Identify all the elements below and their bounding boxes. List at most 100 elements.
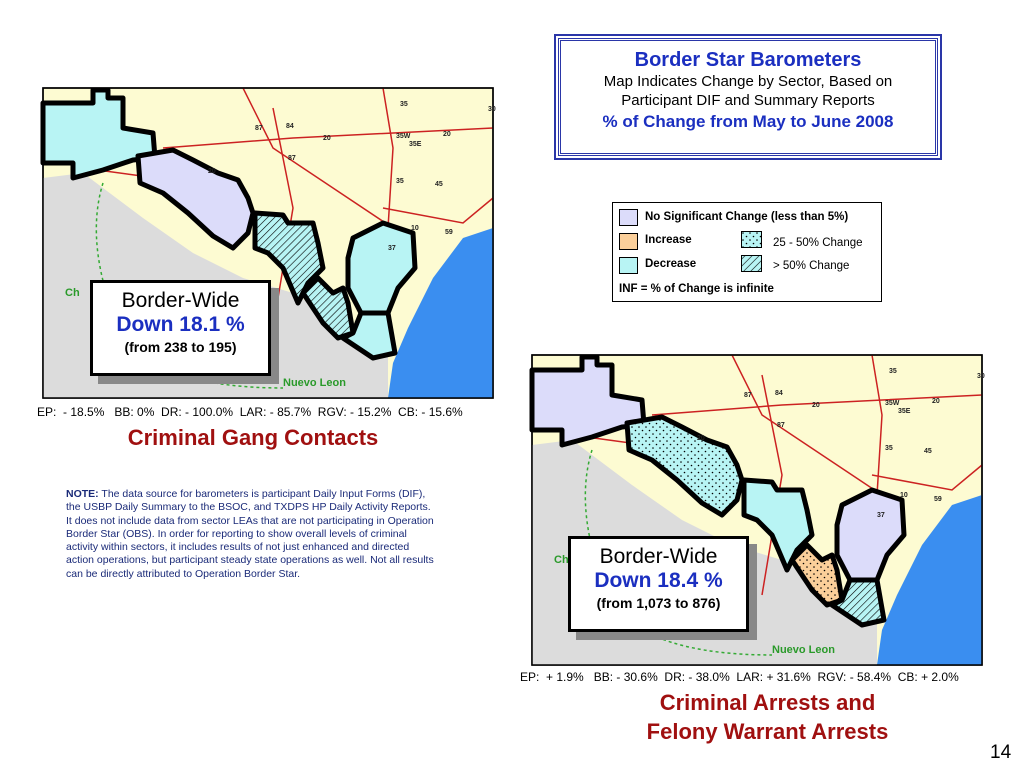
sector <box>741 477 815 573</box>
state-boundary <box>95 182 284 389</box>
sector <box>340 310 398 361</box>
caption-line: Criminal Arrests and <box>659 690 876 715</box>
legend-label: 25 - 50% Change <box>773 237 863 249</box>
sector-stats: EP: - 18.5% BB: 0% DR: - 100.0% LAR: - 8… <box>37 405 463 419</box>
map-label: 35E <box>898 408 911 415</box>
map-label: 59 <box>934 496 942 503</box>
note-line: activity within sectors, it includes res… <box>66 541 410 554</box>
sector <box>529 354 647 448</box>
border-wide-label: Border-Wide <box>121 289 240 312</box>
map-label: 20 <box>812 402 820 409</box>
note-line: It does not include data from sector LEA… <box>66 514 434 527</box>
border-wide-range: (from 238 to 195) <box>124 339 237 355</box>
highway <box>761 374 783 596</box>
note-text: The data source for barometers is partic… <box>66 488 434 580</box>
map-label: 35E <box>409 141 422 148</box>
sector-stats: EP: + 1.9% BB: - 30.6% DR: - 38.0% LAR: … <box>520 670 959 684</box>
map-label: 35 <box>400 101 408 108</box>
swatch <box>619 209 638 226</box>
border-wide-label: Border-Wide <box>599 545 718 568</box>
highway <box>651 394 983 416</box>
note-line: action operations, but participant stead… <box>66 554 434 567</box>
border-wide-box: Border-Wide Down 18.4 % (from 1,073 to 8… <box>568 536 749 632</box>
map-label: 84 <box>775 390 783 397</box>
map-label: 35 <box>885 445 893 452</box>
map-label: 84 <box>286 123 294 130</box>
map-label: 37 <box>388 245 396 252</box>
map-label: 20 <box>697 435 705 442</box>
swatch <box>741 231 762 248</box>
header-title: Border Star Barometers <box>634 49 862 71</box>
swatch <box>741 255 762 272</box>
caption-line: Felony Warrant Arrests <box>646 719 889 744</box>
map-label: 87 <box>255 125 263 132</box>
sector <box>789 542 845 608</box>
note-label: NOTE: <box>66 488 99 500</box>
sector <box>829 577 887 628</box>
legend-label: Decrease <box>645 258 697 270</box>
header-period: % of Change from May to June 2008 <box>602 112 894 131</box>
swatch <box>619 233 638 250</box>
note-line: can be directly attributed to Operation … <box>66 567 301 580</box>
swatch <box>619 257 638 274</box>
sector <box>40 87 158 181</box>
sector <box>252 210 326 306</box>
border-wide-box: Border-Wide Down 18.1 % (from 238 to 195… <box>90 280 271 376</box>
legend: No Significant Change (less than 5%) Inc… <box>612 202 882 302</box>
note-line: The data source for barometers is partic… <box>101 488 426 500</box>
map-label: 30 <box>977 373 985 380</box>
border-wide-change: Down 18.4 % <box>594 569 723 592</box>
map-label: Nuevo Leon <box>283 377 346 389</box>
sector <box>834 487 907 583</box>
legend-label: No Significant Change (less than 5%) <box>645 211 849 223</box>
map-label: 35 <box>889 368 897 375</box>
highway <box>382 197 494 224</box>
note: NOTE: The data source for barometers is … <box>66 488 486 581</box>
map-label: 20 <box>932 398 940 405</box>
legend-label: Increase <box>645 234 692 246</box>
map-label: 10 <box>900 492 908 499</box>
highway <box>731 354 883 496</box>
border-wide-range: (from 1,073 to 876) <box>596 595 721 611</box>
note-line: Border Star (OBS). In order for reportin… <box>66 527 407 540</box>
highway <box>162 127 494 149</box>
sector <box>345 220 418 316</box>
border-wide-change: Down 18.1 % <box>116 313 245 336</box>
pattern-swatches <box>741 231 762 272</box>
highway <box>272 107 294 329</box>
header-subtitle: Participant DIF and Summary Reports <box>621 92 875 109</box>
map-label: 20 <box>208 168 216 175</box>
map-label: 45 <box>435 181 443 188</box>
sector <box>300 275 356 341</box>
map-label: 20 <box>443 131 451 138</box>
map-label: 87 <box>288 155 296 162</box>
note-line: the USBP Daily Summary to the BSOC, and … <box>66 501 431 514</box>
gulf <box>388 228 493 398</box>
sector <box>135 147 256 251</box>
map-frame <box>42 87 494 399</box>
legend-note: INF = % of Change is infinite <box>619 283 774 295</box>
map-frame <box>531 354 983 666</box>
map-label: 87 <box>744 392 752 399</box>
map-label: 87 <box>777 422 785 429</box>
highway <box>871 464 983 491</box>
map-label: 35W <box>885 400 900 407</box>
caption: Criminal Arrests and Felony Warrant Arre… <box>560 688 975 746</box>
map-label: 20 <box>323 135 331 142</box>
map-label: Nuevo Leon <box>772 644 835 656</box>
map-label: 10 <box>411 225 419 232</box>
gulf <box>877 495 982 665</box>
page-number: 14 <box>990 742 1012 763</box>
map-label: 30 <box>488 106 496 113</box>
map-label: 35W <box>396 133 411 140</box>
header-subtitle: Map Indicates Change by Sector, Based on <box>603 73 893 90</box>
map-label: 59 <box>445 229 453 236</box>
header-box: Border Star Barometers Map Indicates Cha… <box>554 34 942 160</box>
map-label: 45 <box>924 448 932 455</box>
map-label: 37 <box>877 512 885 519</box>
state-boundary <box>584 449 773 656</box>
map-label: Ch <box>554 554 569 566</box>
map-label: 35 <box>396 178 404 185</box>
highway <box>242 87 394 229</box>
